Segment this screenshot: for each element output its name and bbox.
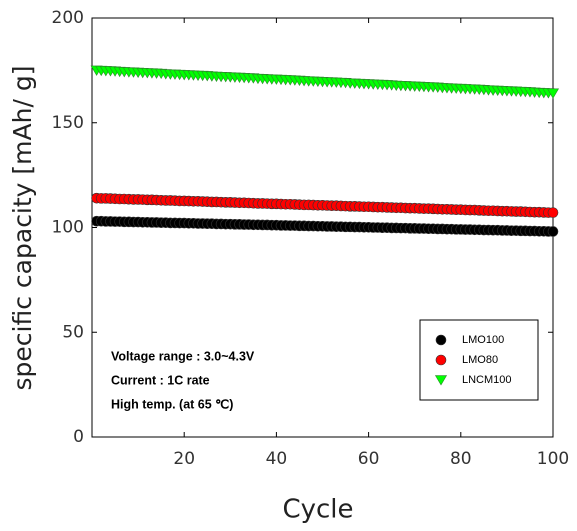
y-tick-label: 150: [52, 113, 84, 133]
x-tick-label: 100: [537, 449, 569, 469]
legend-label: LNCM100: [462, 374, 512, 386]
legend-label: LMO100: [462, 334, 504, 346]
x-tick-label: 80: [450, 449, 472, 469]
annotation: Current : 1C rate: [111, 373, 210, 387]
x-tick-label: 60: [358, 449, 380, 469]
y-tick-label: 50: [62, 322, 84, 342]
y-tick-label: 0: [73, 427, 84, 447]
point: [546, 88, 560, 99]
x-axis-label: Cycle: [282, 495, 353, 525]
legend-marker: [434, 375, 448, 386]
x-tick-label: 40: [266, 449, 288, 469]
point: [547, 207, 559, 218]
annotation: Voltage range : 3.0~4.3V: [111, 349, 255, 363]
point: [547, 226, 559, 237]
legend-marker: [435, 354, 447, 366]
x-tick-label: 20: [173, 449, 195, 469]
y-axis-label: specific capacity [mAh/ g]: [8, 66, 37, 391]
y-tick-label: 200: [52, 8, 84, 28]
legend-marker: [435, 334, 447, 346]
annotation: High temp. (at 65 ℃): [111, 397, 233, 411]
y-tick-label: 100: [52, 218, 84, 238]
legend-label: LMO80: [462, 354, 498, 366]
